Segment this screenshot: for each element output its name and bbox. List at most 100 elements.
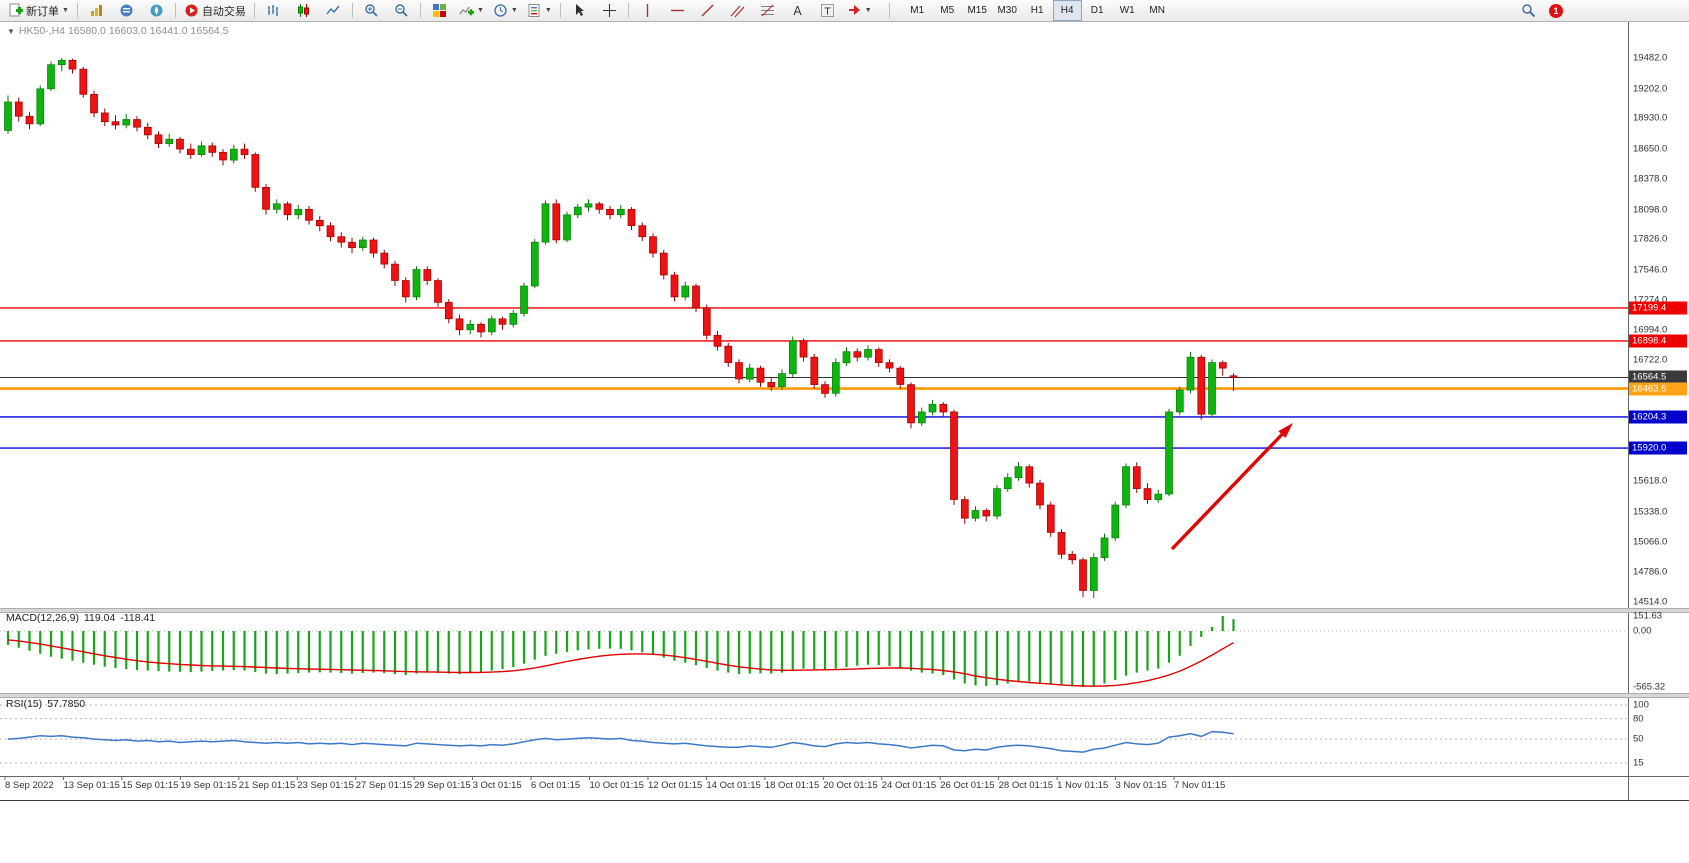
zoom-out-icon xyxy=(395,4,408,17)
price-tick-label: 15066.0 xyxy=(1633,536,1668,548)
time-axis-label: 3 Nov 01:15 xyxy=(1115,780,1167,791)
zoom-out-button[interactable] xyxy=(387,0,416,21)
search-button[interactable] xyxy=(1514,0,1543,21)
time-axis-label: 14 Oct 01:15 xyxy=(706,780,761,791)
horizontal-line-tool-button[interactable] xyxy=(663,0,692,21)
time-axis-label: 18 Oct 01:15 xyxy=(764,780,820,791)
price-level-tag: 17199.4 xyxy=(1629,301,1687,315)
timeframe-button-m5[interactable]: M5 xyxy=(940,5,955,16)
macd-axis-label: 0.00 xyxy=(1633,625,1652,637)
indicators-button[interactable]: ▼ xyxy=(455,0,488,21)
timeframe-button-h1[interactable]: H1 xyxy=(1030,5,1044,16)
vertical-line-icon xyxy=(646,4,648,17)
chevron-down-icon: ▼ xyxy=(510,7,518,14)
templates-button[interactable]: ▼ xyxy=(523,0,556,21)
autotrading-label: 自动交易 xyxy=(201,5,246,18)
price-level-tag: 16898.4 xyxy=(1629,334,1687,348)
chevron-down-icon: ▼ xyxy=(476,7,484,14)
toolbar-separator xyxy=(419,3,421,18)
macd-signal-value: -118.41 xyxy=(120,612,156,624)
line-chart-button[interactable] xyxy=(319,0,348,21)
timeframe-button-m15[interactable]: M15 xyxy=(967,5,987,16)
chevron-down-icon: ▼ xyxy=(864,7,872,14)
tile-windows-button[interactable] xyxy=(425,0,454,21)
autotrading-button[interactable]: 自动交易 xyxy=(180,0,250,21)
notification-badge[interactable]: 1 xyxy=(1549,3,1563,18)
price-tick-label: 17826.0 xyxy=(1633,233,1668,245)
price-tick-label: 15618.0 xyxy=(1633,475,1668,487)
time-axis-label: 12 Oct 01:15 xyxy=(647,780,703,791)
search-icon xyxy=(1522,4,1536,18)
timeframe-button-mn[interactable]: MN xyxy=(1149,5,1165,16)
price-tick-label: 19202.0 xyxy=(1633,83,1668,95)
timeframe-button-h4[interactable]: H4 xyxy=(1052,0,1082,21)
label-tool-button[interactable]: T xyxy=(813,0,842,21)
zoom-in-button[interactable] xyxy=(357,0,386,21)
trendline-icon xyxy=(701,4,714,17)
autotrading-icon xyxy=(185,4,198,17)
market-watch-button[interactable] xyxy=(82,0,111,21)
trend-arrow-annotation[interactable] xyxy=(1170,423,1293,551)
trendline-tool-button[interactable] xyxy=(693,0,722,21)
toolbar-separator xyxy=(559,3,561,18)
collapse-triangle-icon: ▼ xyxy=(7,26,15,36)
price-tick-label: 14514.0 xyxy=(1633,596,1668,608)
toolbar-separator xyxy=(253,3,255,18)
navigator-icon xyxy=(150,4,163,17)
vertical-line-tool-button[interactable] xyxy=(633,0,662,21)
timeframe-button-m30[interactable]: M30 xyxy=(997,5,1017,16)
price-level-tag: 16564.5 xyxy=(1629,370,1687,384)
pane-splitter-macd[interactable] xyxy=(0,608,1689,613)
rsi-axis-label: 15 xyxy=(1633,757,1644,769)
timeframe-button-w1[interactable]: W1 xyxy=(1119,5,1135,16)
time-axis-label: 6 Oct 01:15 xyxy=(531,780,581,791)
toolbar-separator xyxy=(174,3,176,18)
channel-icon xyxy=(730,5,745,18)
arrow-stamp-icon xyxy=(848,5,860,15)
label-icon: T xyxy=(820,4,834,18)
price-tick-label: 17546.0 xyxy=(1633,264,1668,276)
pane-splitter-rsi[interactable] xyxy=(0,693,1689,698)
clock-icon xyxy=(494,4,507,17)
macd-axis-label: 151.63 xyxy=(1633,610,1663,622)
bar-chart-button[interactable] xyxy=(259,0,288,21)
data-window-icon xyxy=(120,4,133,17)
svg-text:T: T xyxy=(823,7,831,18)
price-tick-label: 17274.0 xyxy=(1633,294,1668,306)
navigator-button[interactable] xyxy=(142,0,171,21)
line-chart-icon xyxy=(326,5,340,15)
arrows-tool-button[interactable]: ▼ xyxy=(843,0,876,21)
time-axis-label: 27 Sep 01:15 xyxy=(355,780,413,791)
channel-tool-button[interactable] xyxy=(723,0,752,21)
price-level-tag: 16463.5 xyxy=(1629,382,1687,396)
cursor-tool-button[interactable] xyxy=(565,0,594,21)
time-axis-label: 29 Sep 01:15 xyxy=(414,780,471,791)
time-axis-label: 15 Sep 01:15 xyxy=(121,780,179,791)
timeframe-button-m1[interactable]: M1 xyxy=(910,5,925,16)
price-tick-label: 15338.0 xyxy=(1633,506,1668,518)
macd-pane-graphics xyxy=(0,616,1628,687)
price-tick-label: 18378.0 xyxy=(1633,173,1668,185)
timeframe-button-d1[interactable]: D1 xyxy=(1090,5,1104,16)
crosshair-tool-button[interactable] xyxy=(595,0,624,21)
time-axis-label: 7 Nov 01:15 xyxy=(1174,780,1226,791)
time-axis-label: 26 Oct 01:15 xyxy=(940,780,995,791)
price-tick-label: 14786.0 xyxy=(1633,566,1668,578)
text-tool-button[interactable]: A xyxy=(783,0,812,21)
price-tick-label: 16722.0 xyxy=(1633,354,1668,366)
chart-title-row: ▼ HK50-,H4 16580.0 16603.0 16441.0 16564… xyxy=(7,25,229,37)
fibonacci-icon xyxy=(760,4,774,17)
rsi-axis-label: 100 xyxy=(1633,699,1649,711)
periods-button[interactable]: ▼ xyxy=(489,0,522,21)
price-tick-label: 18650.0 xyxy=(1633,143,1668,155)
indicators-icon xyxy=(459,6,474,16)
fibonacci-tool-button[interactable] xyxy=(753,0,782,21)
time-axis-label: 10 Oct 01:15 xyxy=(589,780,644,791)
candlestick-chart-button[interactable] xyxy=(289,0,318,21)
time-axis-label: 13 Sep 01:15 xyxy=(63,780,120,791)
price-tick-label: 16994.0 xyxy=(1633,324,1668,336)
data-window-button[interactable] xyxy=(112,0,141,21)
new-order-button[interactable]: 新订单 ▼ xyxy=(4,0,73,21)
chart-title: HK50-,H4 16580.0 16603.0 16441.0 16564.5 xyxy=(18,25,229,37)
macd-main-value: 119.04 xyxy=(83,612,116,624)
